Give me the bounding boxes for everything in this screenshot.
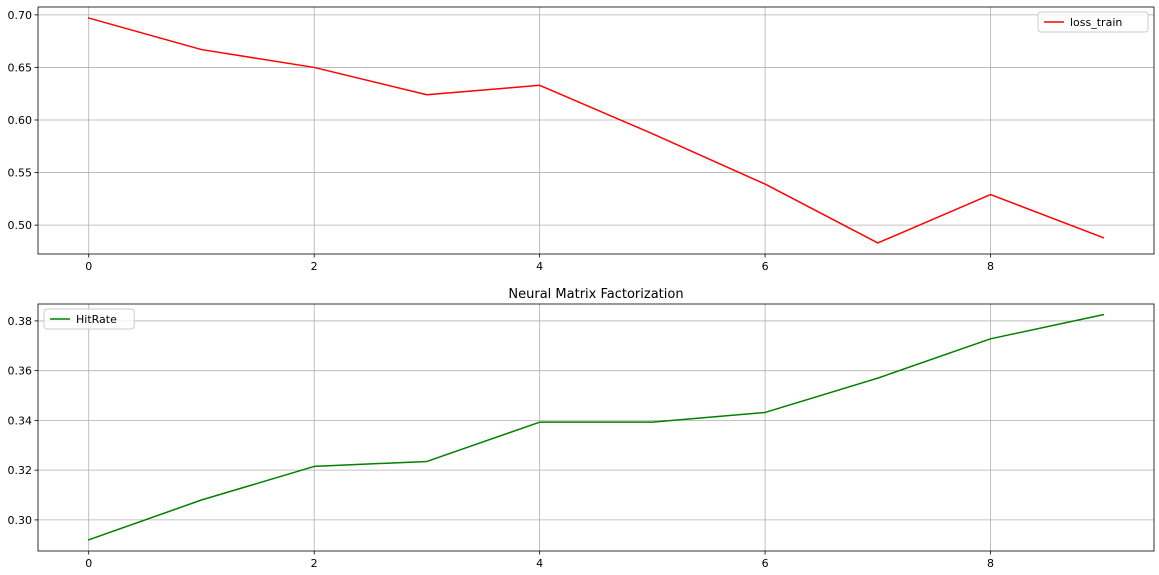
loss-xtick-label: 0 <box>85 260 92 273</box>
loss-ytick-label: 0.50 <box>8 219 33 232</box>
loss-xtick-label: 6 <box>762 260 769 273</box>
hitrate-ytick-label: 0.32 <box>8 464 33 477</box>
hitrate-chart-panel: 0 2 4 6 8 0.30 0.32 0.34 0.36 0.38 Neural Matrix F… <box>8 287 1155 570</box>
hitrate-legend: HitRate <box>43 308 135 330</box>
loss-xtick-label: 4 <box>536 260 543 273</box>
hitrate-xtick-label: 4 <box>536 557 543 570</box>
hitrate-xtick-label: 8 <box>987 557 994 570</box>
hitrate-chart-title: Neural Matrix Factorization <box>508 287 683 302</box>
hitrate-ytick-label: 0.34 <box>8 414 33 427</box>
loss-ytick-label: 0.55 <box>8 167 33 180</box>
hitrate-xtick-label: 2 <box>311 557 318 570</box>
loss-ytick-label: 0.60 <box>8 114 33 127</box>
hitrate-ytick-label: 0.38 <box>8 315 33 328</box>
loss-chart-panel: 0 2 4 6 8 0.50 0.55 0.60 0.65 0.70 loss_train <box>8 6 1155 273</box>
loss-xtick-label: 2 <box>311 260 318 273</box>
hitrate-ytick-label: 0.30 <box>8 514 33 527</box>
loss-legend: loss_train <box>1037 11 1149 33</box>
loss-ytick-label: 0.65 <box>8 61 33 74</box>
hitrate-ytick-label: 0.36 <box>8 365 33 378</box>
loss-legend-box <box>1037 11 1149 33</box>
hitrate-legend-box <box>43 308 135 330</box>
hitrate-series-line <box>87 313 1105 541</box>
loss-axes-frame <box>37 6 1155 255</box>
hitrate-xtick-label: 0 <box>85 557 92 570</box>
hitrate-xtick-label: 6 <box>762 557 769 570</box>
loss-series-line <box>87 17 1105 244</box>
hitrate-axes-frame <box>37 303 1155 552</box>
loss-ytick-label: 0.70 <box>8 9 33 22</box>
loss-legend-label: loss_train <box>1070 16 1122 29</box>
hitrate-legend-label: HitRate <box>76 313 117 326</box>
loss-xtick-label: 8 <box>987 260 994 273</box>
